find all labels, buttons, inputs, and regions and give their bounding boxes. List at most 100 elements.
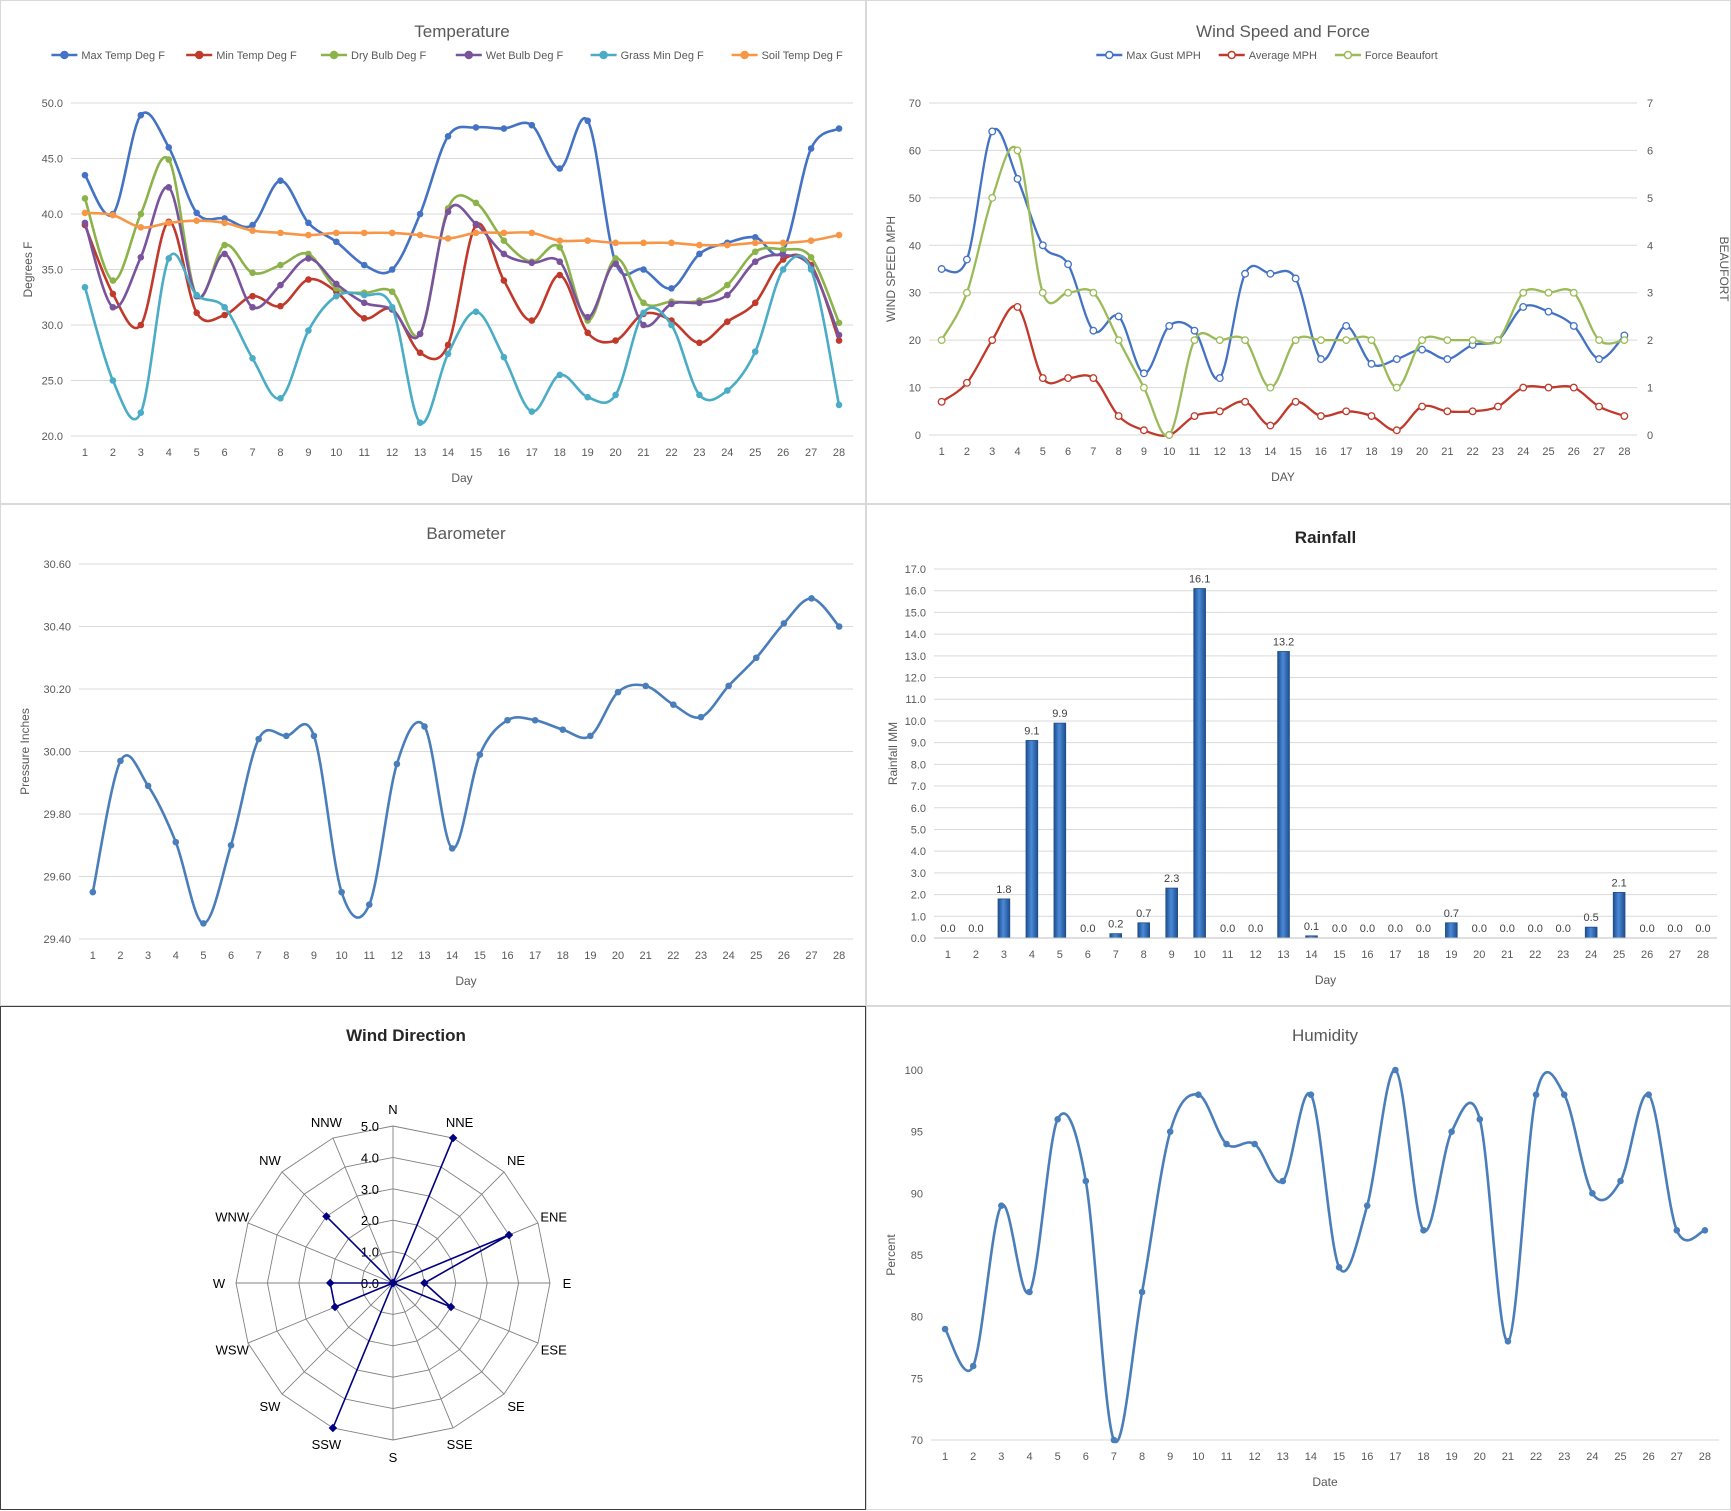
x-tick-label: 15 [1290, 446, 1302, 458]
data-point [1279, 1177, 1287, 1185]
data-point [751, 258, 759, 266]
data-point [1569, 288, 1578, 297]
barometer-chart: Barometer 29.40 29.60 29.80 30.00 30.20 30.40 3… [18, 524, 853, 988]
x-tick-label: 17 [526, 447, 538, 459]
data-point [528, 229, 536, 237]
data-point [137, 409, 145, 416]
legend-label: Max Temp Deg F [81, 50, 165, 62]
x-tick-label: 13 [418, 950, 430, 962]
data-label: 1.8 [996, 884, 1011, 896]
bar [1109, 933, 1123, 939]
data-point [1519, 383, 1528, 392]
data-label: 0.5 [1584, 912, 1599, 924]
data-point [808, 595, 815, 602]
wind-direction-chart: Wind Direction N NNE NE ENE E ESE SE SSE S SSW SW WS… [213, 1026, 572, 1465]
x-tick-label: 9 [311, 950, 317, 962]
data-point [221, 250, 228, 258]
y2-axis-title: BEAUFORT [1717, 236, 1731, 302]
x-tick-label: 13 [1277, 1451, 1289, 1463]
data-label: 0.7 [1444, 908, 1459, 920]
y-tick-label: 30.20 [43, 684, 71, 696]
y-tick-label: 80 [911, 1312, 923, 1324]
x-tick-label: 24 [722, 950, 734, 962]
x-tick-label: 19 [584, 950, 596, 962]
x-tick-label: 7 [256, 950, 262, 962]
data-point [988, 336, 997, 345]
data-point [1114, 312, 1123, 321]
x-tick-label: 6 [1083, 1451, 1089, 1463]
x-tick-label: 9 [1167, 1451, 1173, 1463]
data-point [640, 309, 647, 317]
radar-spoke [247, 1222, 394, 1284]
data-point [277, 177, 284, 184]
data-point [1190, 336, 1199, 345]
legend-marker [599, 50, 608, 60]
x-tick-label: 6 [222, 447, 228, 459]
y2-tick-label: 3 [1647, 288, 1653, 300]
y-tick-label: 30.00 [43, 747, 71, 759]
data-point [1064, 288, 1073, 297]
data-label: 0.0 [1332, 923, 1347, 935]
legend-label: Soil Temp Deg F [762, 50, 843, 62]
data-point [1544, 307, 1553, 316]
data-label: 0.7 [1136, 908, 1151, 920]
data-point [612, 260, 619, 268]
radar-spoke [332, 1137, 394, 1284]
x-tick-label: 4 [166, 447, 172, 459]
y-tick-label: 0 [915, 430, 921, 442]
data-point [472, 229, 480, 237]
x-tick-label: 9 [1169, 949, 1175, 961]
legend-label: Grass Min Deg F [621, 50, 704, 62]
x-axis-title: Day [451, 471, 472, 485]
x-tick-label: 2 [970, 1451, 976, 1463]
data-label: 13.2 [1273, 636, 1294, 648]
x-tick-label: 23 [1492, 446, 1504, 458]
radar-tick-label: 5.0 [361, 1119, 379, 1134]
x-tick-label: 2 [110, 447, 116, 459]
data-point [807, 237, 815, 244]
x-tick-label: 12 [386, 447, 398, 459]
data-point [221, 311, 228, 319]
wind-speed-chart: Wind Speed and Force01020304050607001234… [884, 22, 1731, 484]
x-tick-label: 23 [1558, 1451, 1570, 1463]
y-tick-label: 14.0 [905, 629, 926, 641]
data-point [584, 393, 591, 401]
x-tick-label: 16 [1315, 446, 1327, 458]
data-point [1367, 412, 1376, 420]
x-tick-label: 18 [1365, 446, 1377, 458]
x-tick-label: 25 [1542, 446, 1554, 458]
x-tick-label: 3 [1001, 949, 1007, 961]
data-point [1110, 1436, 1118, 1444]
x-tick-label: 26 [1641, 949, 1653, 961]
data-point [1701, 1227, 1709, 1234]
x-tick-label: 9 [305, 447, 311, 459]
data-label: 0.0 [968, 923, 983, 935]
y-tick-label: 11.0 [905, 694, 926, 706]
x-tick-label: 28 [1618, 446, 1630, 458]
data-label: 0.2 [1108, 919, 1123, 931]
x-tick-label: 21 [1502, 1451, 1514, 1463]
x-tick-label: 27 [1593, 446, 1605, 458]
data-point [227, 841, 235, 849]
data-point [305, 231, 312, 239]
x-tick-label: 25 [749, 447, 761, 459]
y2-tick-label: 5 [1647, 193, 1653, 205]
x-tick-label: 16 [1361, 1451, 1373, 1463]
x-tick-label: 1 [939, 446, 945, 458]
x-tick-label: 18 [557, 950, 569, 962]
wind-chart-panel: Wind Speed and Force 0 10 20 30 40 50 60 70 0 1 2 3 4… [866, 0, 1731, 504]
x-tick-label: 19 [582, 447, 594, 459]
x-tick-label: 13 [1277, 949, 1289, 961]
data-point [724, 318, 731, 325]
data-point [1165, 431, 1174, 439]
data-point [696, 241, 703, 249]
data-point [1443, 355, 1452, 364]
data-point [1215, 336, 1224, 345]
bar [1445, 922, 1458, 939]
data-label: 0.0 [1248, 923, 1263, 935]
data-point [835, 401, 843, 409]
x-tick-label: 3 [998, 1451, 1004, 1463]
radar-tick-label: 3.0 [361, 1182, 379, 1197]
data-point [448, 845, 456, 852]
data-point [1139, 369, 1148, 378]
